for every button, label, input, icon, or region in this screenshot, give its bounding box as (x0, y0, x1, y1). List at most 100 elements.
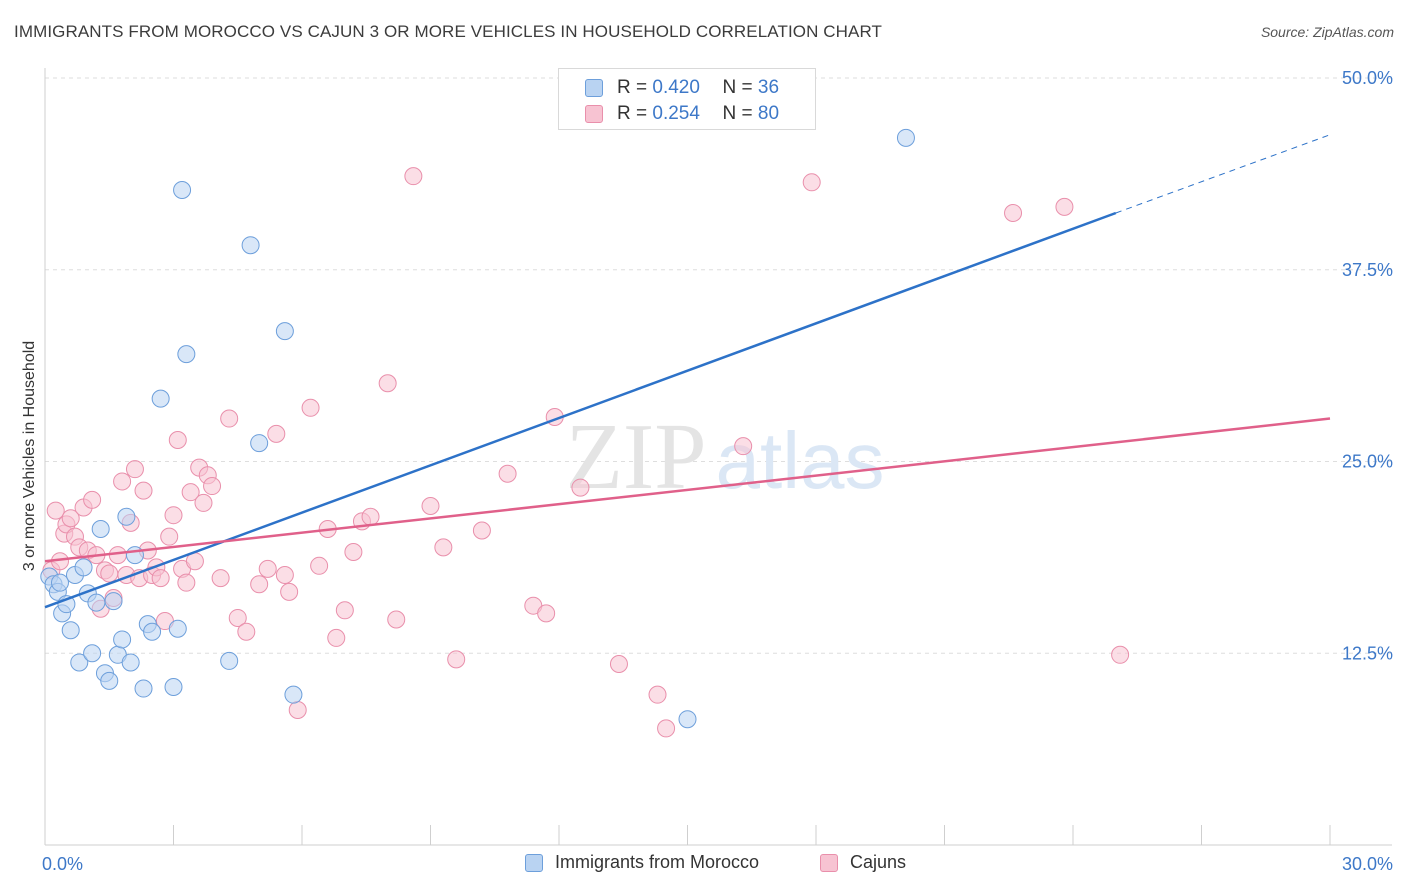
r-label: R = (617, 103, 648, 124)
legend-swatch-cajuns (820, 853, 838, 872)
morocco-point (117, 507, 136, 526)
cajuns-point (100, 564, 119, 583)
cajuns-point (125, 460, 144, 479)
legend-swatch-cajuns (585, 105, 603, 123)
watermark-atlas: atlas (716, 416, 885, 505)
morocco-point (151, 389, 170, 408)
legend-row-morocco: R = 0.420 N = 36 (585, 76, 779, 100)
morocco-point (164, 677, 183, 696)
cajuns-point (168, 431, 187, 450)
morocco-point (896, 128, 915, 147)
morocco-point (70, 653, 89, 672)
r-value: 0.420 (652, 77, 700, 98)
legend-row-cajuns: R = 0.254 N = 80 (585, 102, 779, 126)
cajuns-point (378, 374, 397, 393)
n-value: 36 (757, 77, 780, 98)
morocco-point (121, 653, 140, 672)
source-label: Source: ZipAtlas.com (1260, 24, 1394, 40)
morocco-point (284, 685, 303, 704)
cajuns-point (361, 507, 380, 526)
cajuns-point (203, 477, 222, 496)
morocco-point (173, 180, 192, 199)
cajuns-point (267, 424, 286, 443)
morocco-trend-extension (1115, 134, 1331, 214)
cajuns-point (228, 608, 247, 627)
cajuns-point (160, 527, 179, 546)
cajuns-point (498, 464, 517, 483)
morocco-point (134, 679, 153, 698)
correlation-legend: R = 0.420 N = 36 R = 0.254 N = 80 (558, 68, 816, 130)
y-tick-label: 50.0% (1342, 68, 1393, 88)
y-tick-label: 12.5% (1342, 643, 1393, 663)
axes (44, 68, 1392, 846)
cajuns-point (164, 506, 183, 525)
cajuns-point (1055, 197, 1074, 216)
morocco-trend-line (44, 211, 1117, 609)
morocco-point (61, 621, 80, 640)
cajuns-point (61, 509, 80, 528)
cajuns-point (280, 582, 299, 601)
morocco-point (168, 619, 187, 638)
morocco-point (275, 322, 294, 341)
x-tick-label: 0.0% (42, 854, 83, 874)
morocco-point (50, 573, 69, 592)
cajuns-point (1111, 645, 1130, 664)
cajuns-point (472, 521, 491, 540)
cajuns-point (648, 685, 667, 704)
chart-title: IMMIGRANTS FROM MOROCCO VS CAJUN 3 OR MO… (14, 22, 883, 41)
cajuns-point (734, 437, 753, 456)
morocco-point (83, 644, 102, 663)
cajuns-point (434, 538, 453, 557)
cajuns-point (387, 610, 406, 629)
cajuns-point (258, 559, 277, 578)
cajuns-point (250, 575, 269, 594)
cajuns-point (447, 650, 466, 669)
trend-lines (44, 134, 1331, 609)
morocco-point (91, 519, 110, 538)
cajuns-point (344, 543, 363, 562)
morocco-point (678, 710, 697, 729)
morocco-point (113, 630, 132, 649)
cajuns-point (83, 490, 102, 509)
cajuns-point (609, 654, 628, 673)
cajuns-point (288, 701, 307, 720)
series-legend: Immigrants from Morocco Cajuns (0, 852, 1406, 876)
legend-item-cajuns[interactable]: Cajuns (820, 852, 906, 873)
n-label: N = (722, 103, 753, 124)
cajuns-trend-line (44, 417, 1331, 563)
morocco-point (250, 434, 269, 453)
morocco-point (74, 558, 93, 577)
n-label: N = (722, 77, 753, 98)
cajuns-point (237, 622, 256, 641)
morocco-point (100, 671, 119, 690)
morocco-point (177, 345, 196, 364)
tick-labels: 12.5% 25.0% 37.5% 50.0% 0.0% 30.0% (42, 68, 1393, 874)
cajuns-point (571, 478, 590, 497)
y-tick-label: 25.0% (1342, 452, 1393, 472)
r-label: R = (617, 77, 648, 98)
legend-swatch-morocco (525, 853, 543, 872)
cajuns-point (177, 573, 196, 592)
morocco-point (104, 592, 123, 611)
gridlines (45, 77, 1392, 654)
cajuns-point (220, 409, 239, 428)
cajuns-point (108, 546, 127, 565)
x-tick-label: 30.0% (1342, 854, 1393, 874)
cajuns-point (657, 719, 676, 738)
cajuns-point (421, 496, 440, 515)
cajuns-point (335, 601, 354, 620)
cajuns-point (301, 398, 320, 417)
legend-item-morocco[interactable]: Immigrants from Morocco (525, 852, 759, 873)
legend-label-morocco: Immigrants from Morocco (555, 852, 760, 872)
morocco-point (220, 651, 239, 670)
cajuns-point (310, 556, 329, 575)
cajuns-point (404, 167, 423, 186)
cajuns-point (1004, 203, 1023, 222)
y-tick-label: 37.5% (1342, 260, 1393, 280)
watermark: ZIP atlas (566, 405, 885, 509)
cajuns-point (113, 472, 132, 491)
n-value: 80 (757, 103, 780, 124)
cajuns-point (211, 569, 230, 588)
legend-swatch-morocco (585, 79, 603, 97)
